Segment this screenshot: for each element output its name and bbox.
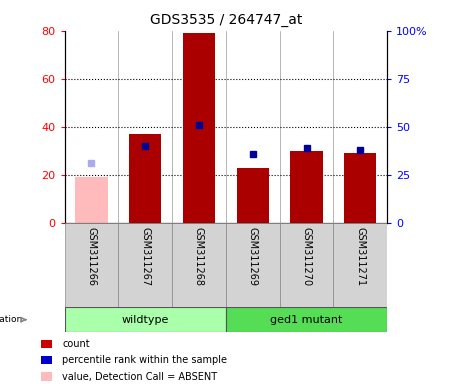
Bar [226, 223, 280, 307]
Bar [183, 33, 215, 223]
Bar [129, 134, 161, 223]
Text: ged1 mutant: ged1 mutant [271, 314, 343, 325]
Bar [344, 153, 377, 223]
Text: wildtype: wildtype [122, 314, 169, 325]
Text: GSM311268: GSM311268 [194, 227, 204, 286]
Text: percentile rank within the sample: percentile rank within the sample [62, 356, 227, 366]
Bar [290, 151, 323, 223]
Text: GSM311266: GSM311266 [86, 227, 96, 286]
Bar [280, 223, 333, 307]
Bar [226, 307, 387, 332]
Bar [41, 339, 52, 348]
Text: genotype/variation: genotype/variation [0, 315, 23, 324]
Text: GSM311267: GSM311267 [140, 227, 150, 286]
Bar [41, 356, 52, 364]
Bar [65, 307, 226, 332]
Bar [41, 372, 52, 381]
Bar [118, 223, 172, 307]
Bar [236, 167, 269, 223]
Bar [333, 223, 387, 307]
Text: count: count [62, 339, 90, 349]
Text: value, Detection Call = ABSENT: value, Detection Call = ABSENT [62, 372, 217, 382]
Text: GSM311271: GSM311271 [355, 227, 366, 286]
Title: GDS3535 / 264747_at: GDS3535 / 264747_at [150, 13, 302, 27]
Bar [65, 223, 118, 307]
Text: GSM311269: GSM311269 [248, 227, 258, 286]
Bar [75, 177, 107, 223]
Text: GSM311270: GSM311270 [301, 227, 312, 286]
Bar [172, 223, 226, 307]
